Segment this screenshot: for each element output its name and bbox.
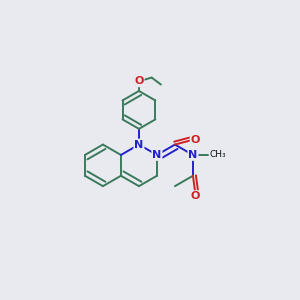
Text: O: O [190,191,200,201]
Text: CH₃: CH₃ [209,151,226,160]
Text: O: O [134,76,144,86]
Text: N: N [134,140,144,150]
Text: O: O [190,135,200,145]
Text: N: N [152,150,162,160]
Text: N: N [188,150,198,160]
